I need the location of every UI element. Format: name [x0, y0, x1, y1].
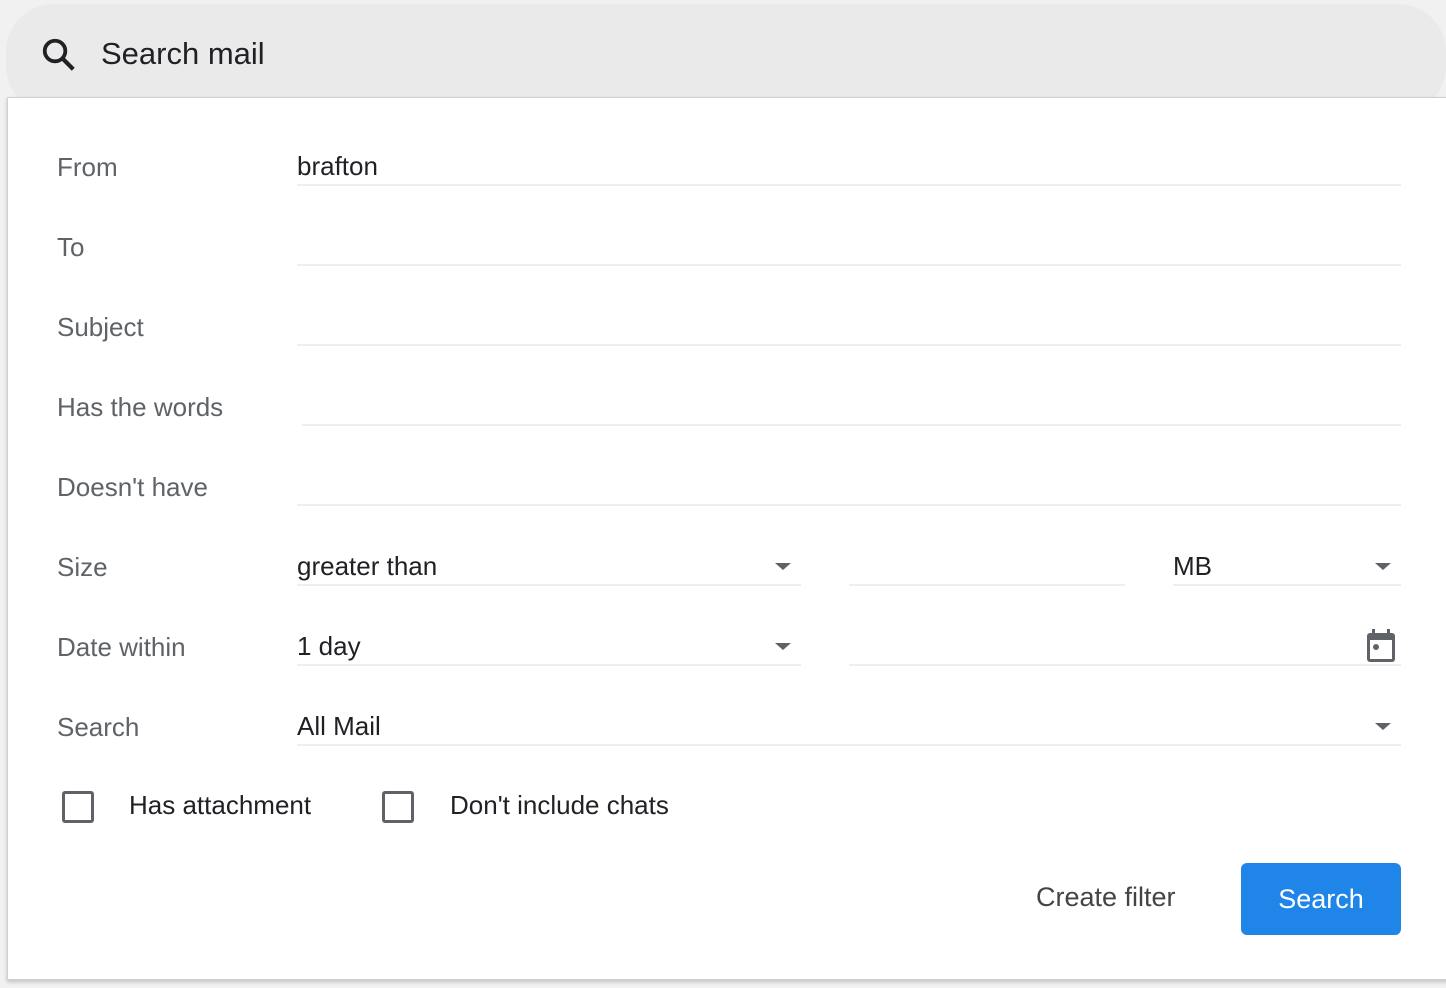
advanced-search-panel: From brafton To Subject Has the words Do…	[7, 97, 1446, 980]
size-comparator-value: greater than	[297, 551, 438, 581]
doesnt-have-label: Doesn't have	[57, 472, 208, 502]
search-in-label: Search	[57, 712, 140, 742]
calendar-icon[interactable]	[1366, 629, 1396, 663]
date-within-value: 1 day	[297, 631, 361, 661]
to-input[interactable]	[297, 226, 1401, 266]
dropdown-arrow-icon	[775, 563, 791, 570]
has-attachment-checkbox[interactable]	[62, 791, 94, 823]
subject-label: Subject	[57, 312, 144, 342]
search-in-select[interactable]: All Mail	[297, 706, 1401, 746]
date-within-label: Date within	[57, 632, 186, 662]
to-label: To	[57, 232, 85, 262]
size-value-input[interactable]	[849, 546, 1125, 586]
date-within-select[interactable]: 1 day	[297, 626, 801, 666]
search-icon[interactable]	[40, 36, 78, 74]
dont-include-chats-checkbox[interactable]	[382, 791, 414, 823]
size-label: Size	[57, 552, 108, 582]
size-unit-select[interactable]: MB	[1173, 546, 1401, 586]
search-placeholder: Search mail	[101, 36, 265, 71]
dropdown-arrow-icon	[1375, 563, 1391, 570]
size-unit-value: MB	[1173, 551, 1212, 581]
dont-include-chats-label[interactable]: Don't include chats	[450, 790, 669, 820]
search-in-value: All Mail	[297, 711, 381, 741]
search-button[interactable]: Search	[1241, 863, 1401, 935]
size-comparator-select[interactable]: greater than	[297, 546, 801, 586]
date-input[interactable]	[849, 626, 1401, 666]
from-label: From	[57, 152, 118, 182]
from-value: brafton	[297, 151, 378, 181]
subject-input[interactable]	[297, 306, 1401, 346]
has-words-input[interactable]	[302, 386, 1401, 426]
create-filter-button[interactable]: Create filter	[1036, 882, 1176, 912]
has-words-label: Has the words	[57, 392, 224, 422]
from-input[interactable]: brafton	[297, 146, 1401, 186]
doesnt-have-input[interactable]	[297, 466, 1401, 506]
search-bar[interactable]: Search mail	[6, 4, 1446, 114]
dropdown-arrow-icon	[1375, 723, 1391, 730]
has-attachment-label[interactable]: Has attachment	[129, 790, 312, 820]
dropdown-arrow-icon	[775, 643, 791, 650]
